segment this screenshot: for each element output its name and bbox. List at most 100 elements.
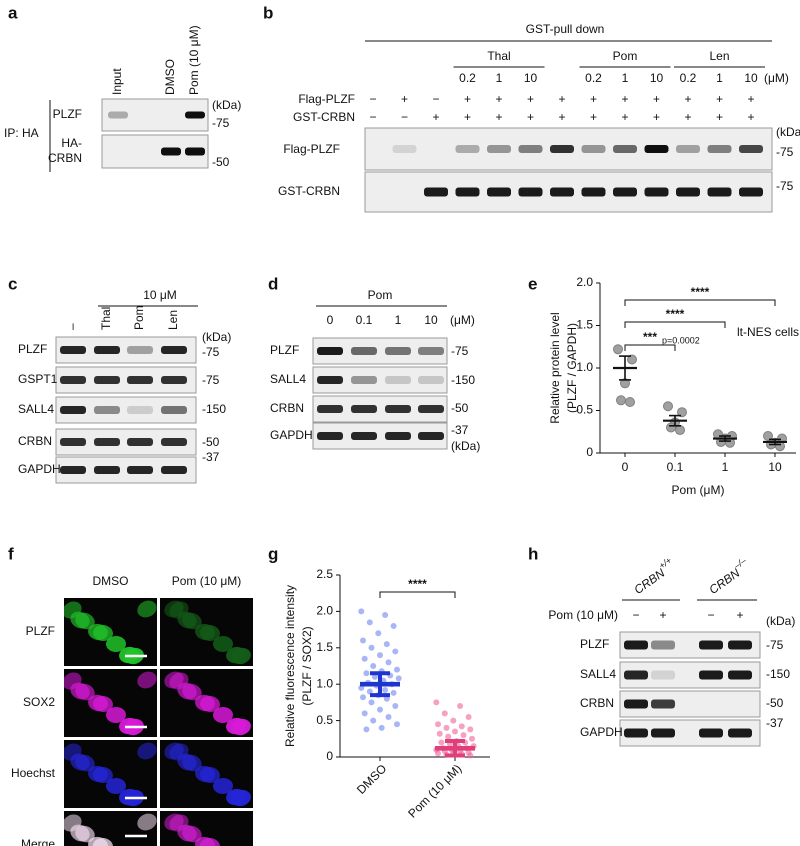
band	[699, 640, 723, 650]
nucleus	[177, 682, 197, 700]
treatment: Pom (10 μM)	[548, 608, 618, 622]
data-point	[366, 619, 373, 626]
band	[94, 438, 120, 446]
data-point	[363, 726, 370, 733]
y-tick-label: 1.0	[316, 676, 333, 690]
row-label: PLZF	[18, 342, 47, 356]
nucleus	[137, 742, 157, 760]
data-point	[360, 637, 366, 644]
band	[676, 187, 700, 197]
band	[613, 187, 637, 197]
data-point	[613, 344, 623, 355]
marker: -150	[451, 373, 475, 387]
data-point	[368, 644, 375, 651]
data-point	[377, 706, 383, 713]
band	[127, 376, 153, 384]
nucleus	[195, 623, 215, 641]
condition-mark: +	[653, 92, 660, 106]
row-label: CRBN	[580, 696, 614, 710]
significance: ****	[666, 307, 685, 321]
data-point	[616, 395, 626, 406]
condition-mark: +	[653, 110, 660, 124]
band	[385, 405, 411, 413]
data-point	[445, 733, 452, 740]
data-point	[435, 750, 441, 757]
bracket	[624, 321, 726, 328]
band	[644, 145, 669, 153]
y-tick-label: 0	[586, 445, 593, 459]
data-point	[392, 703, 399, 710]
nucleus	[177, 824, 197, 842]
y-tick-label: 2.0	[316, 604, 333, 618]
bracket	[624, 344, 676, 351]
data-point	[370, 717, 377, 724]
nucleus	[195, 694, 215, 712]
band	[94, 376, 120, 384]
data-point	[383, 695, 390, 702]
band	[161, 406, 187, 414]
marker: -75	[776, 179, 794, 193]
significance: ****	[691, 285, 710, 299]
band	[699, 728, 723, 738]
marker: -150	[766, 667, 790, 681]
band	[60, 438, 86, 446]
nucleus	[70, 611, 90, 629]
condition-mark: +	[527, 92, 534, 106]
nucleus	[88, 765, 108, 783]
band	[418, 405, 444, 413]
condition-mark: +	[527, 110, 534, 124]
band	[161, 376, 187, 384]
nucleus	[226, 717, 246, 735]
band	[161, 466, 187, 474]
row-label: HA-	[61, 136, 82, 150]
data-point	[469, 735, 475, 742]
panel-label: c	[8, 274, 17, 293]
condition-label: GST-CRBN	[293, 110, 355, 124]
micrograph	[64, 811, 157, 846]
panel-label: b	[263, 3, 273, 22]
unit: (kDa)	[212, 98, 241, 112]
data-point	[370, 663, 377, 669]
band	[317, 432, 343, 440]
panel-label: f	[8, 544, 14, 563]
condition-mark: −	[369, 110, 376, 124]
nucleus	[213, 777, 233, 795]
x-tick-label: Pom (10 μM)	[405, 761, 464, 820]
panel-label: a	[8, 3, 18, 22]
data-point	[368, 699, 375, 706]
dose: 1	[496, 71, 503, 85]
panel-label: h	[528, 544, 538, 563]
data-point	[438, 739, 445, 746]
bracket	[624, 299, 776, 306]
band	[518, 187, 543, 197]
significance: ***	[643, 330, 657, 344]
p-value: p=0.0002	[662, 335, 700, 345]
band	[644, 187, 669, 197]
band	[699, 670, 723, 680]
marker: -75	[202, 345, 220, 359]
header: 10 μM	[143, 288, 177, 302]
data-point	[435, 721, 441, 728]
nucleus	[88, 694, 108, 712]
row-label: PLZF	[26, 624, 55, 638]
data-point	[371, 673, 378, 680]
data-point	[465, 713, 472, 720]
data-point	[450, 717, 457, 724]
nucleus	[195, 836, 215, 846]
row-label: PLZF	[270, 343, 299, 357]
nucleus	[164, 671, 184, 689]
condition-mark: +	[716, 110, 723, 124]
nucleus	[195, 765, 215, 783]
y-axis-label: (PLZF / SOX2)	[300, 626, 314, 705]
nucleus	[226, 646, 246, 664]
y-tick-label: 1.5	[316, 640, 333, 654]
data-point	[390, 689, 397, 696]
data-point	[452, 728, 458, 735]
dose: 10	[424, 313, 438, 327]
data-point	[375, 630, 382, 637]
y-tick-label: 2.5	[316, 567, 333, 581]
condition-mark: +	[464, 92, 471, 106]
data-point	[460, 732, 467, 739]
bracket	[379, 591, 456, 598]
